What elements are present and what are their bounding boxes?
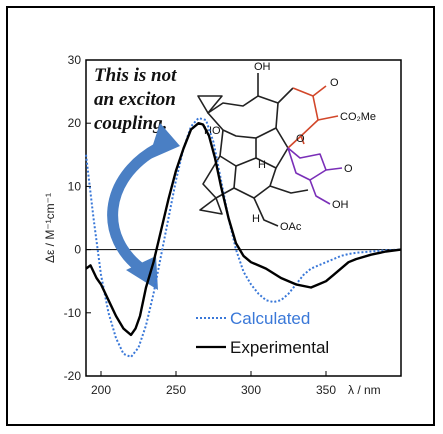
molecule-structure-icon <box>197 73 343 227</box>
legend: Calculated Experimental <box>196 309 329 357</box>
x-tick-label: 300 <box>241 383 261 397</box>
y-tick-label: -20 <box>64 369 82 383</box>
y-tick-label: 20 <box>68 116 82 130</box>
y-tick-label: 0 <box>74 243 81 257</box>
svg-text:CO₂Me: CO₂Me <box>340 111 376 123</box>
x-axis-label: λ / nm <box>348 383 381 397</box>
curved-arrow-icon <box>107 123 180 290</box>
cd-spectrum-chart: 200 250 300 350 30 20 10 0 -10 -20 Δε / M⁻¹cm⁻¹ λ… <box>43 53 402 397</box>
molecule-atom-labels: OH O CO₂Me HO H O O OH H OAc <box>204 61 376 233</box>
y-axis-label: Δε / M⁻¹cm⁻¹ <box>43 193 57 263</box>
svg-text:H: H <box>258 159 266 171</box>
legend-label-calculated: Calculated <box>230 309 310 328</box>
x-tick-label: 250 <box>166 383 186 397</box>
figure-frame: 200 250 300 350 30 20 10 0 -10 -20 Δε / M⁻¹cm⁻¹ λ… <box>6 6 435 426</box>
annotation-line-3: coupling. <box>94 113 167 134</box>
y-tick-label: 10 <box>68 179 82 193</box>
series-line-experimental <box>85 122 402 337</box>
svg-text:OH: OH <box>332 199 349 211</box>
legend-label-experimental: Experimental <box>230 338 329 357</box>
svg-text:OH: OH <box>254 61 271 73</box>
annotation-line-1: This is not <box>94 65 177 86</box>
annotation-line-2: an exciton <box>94 89 176 110</box>
svg-text:H: H <box>252 213 260 225</box>
svg-text:O: O <box>296 133 305 145</box>
x-tick-label: 350 <box>316 383 336 397</box>
plot-area <box>85 59 402 377</box>
y-tick-label: -10 <box>64 306 82 320</box>
svg-text:O: O <box>330 77 339 89</box>
x-tick-label: 200 <box>91 383 111 397</box>
svg-text:OAc: OAc <box>280 221 302 233</box>
y-tick-label: 30 <box>68 53 82 67</box>
series-line-calculated <box>85 117 402 358</box>
svg-text:O: O <box>344 163 353 175</box>
